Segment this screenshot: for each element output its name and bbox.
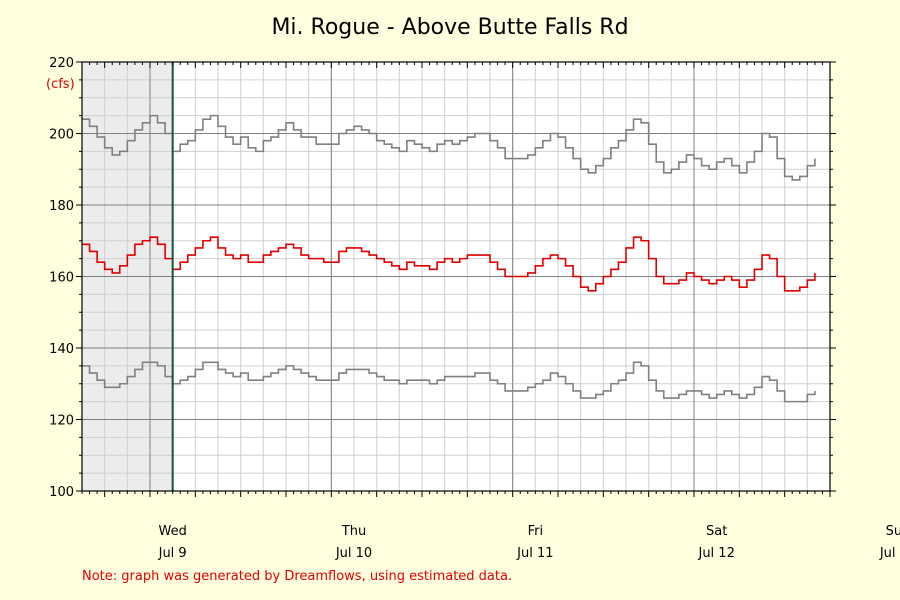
x-day-label: Wed [158, 524, 186, 539]
y-tick-label: 180 [49, 199, 74, 214]
x-day-label: Thu [341, 524, 366, 539]
series-line-lower [82, 361, 816, 403]
y-tick-label: 160 [49, 271, 74, 286]
y-tick-label: 140 [49, 342, 74, 357]
y-axis-unit-label: (cfs) [46, 77, 75, 92]
x-date-label: Jul 11 [516, 546, 553, 561]
x-day-label: Fri [528, 524, 544, 539]
x-date-label: Jul 12 [697, 546, 734, 561]
x-date-label: Jul 13 [879, 546, 900, 561]
y-tick-label: 120 [49, 414, 74, 429]
x-date-label: Jul 9 [158, 546, 187, 561]
y-tick-label: 100 [49, 485, 74, 500]
series-line-upper [82, 114, 816, 181]
estimated-data-note: Note: graph was generated by Dreamflows,… [82, 569, 512, 584]
x-day-label: Sat [706, 524, 727, 539]
x-date-label: Jul 10 [335, 546, 372, 561]
x-day-label: Sun [886, 524, 900, 539]
series-line-mid [82, 236, 816, 292]
chart-title: Mi. Rogue - Above Butte Falls Rd [271, 15, 628, 40]
plot-area: Past100120140160180200220WedJul 9ThuJul … [49, 56, 900, 561]
y-tick-label: 220 [49, 56, 74, 71]
y-tick-label: 200 [49, 128, 74, 143]
